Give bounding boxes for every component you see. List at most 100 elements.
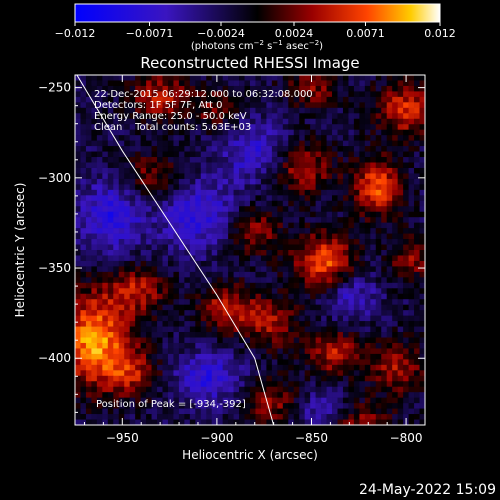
heatmap-cell (342, 370, 349, 377)
heatmap-cell (348, 348, 355, 355)
heatmap-cell (260, 392, 267, 398)
heatmap-cell (222, 364, 229, 371)
heatmap-cell (222, 244, 229, 251)
heatmap-cell (167, 315, 174, 322)
heatmap-cell (337, 157, 344, 163)
heatmap-cell (277, 250, 284, 256)
heatmap-cell (250, 195, 256, 202)
heatmap-cell (266, 206, 273, 213)
heatmap-cell (342, 392, 349, 398)
heatmap-cell (85, 96, 92, 103)
heatmap-cell (206, 392, 213, 398)
heatmap-cell (408, 129, 415, 136)
heatmap-cell (107, 244, 114, 251)
heatmap-cell (102, 233, 109, 240)
heatmap-cell (288, 129, 295, 136)
heatmap-cell (414, 359, 420, 366)
heatmap-cell (255, 397, 262, 404)
heatmap-cell (195, 359, 202, 366)
heatmap-cell (375, 370, 382, 377)
heatmap-cell (211, 75, 218, 81)
heatmap-cell (315, 107, 322, 114)
heatmap-cell (239, 233, 245, 240)
heatmap-cell (162, 348, 169, 355)
heatmap-cell (80, 206, 87, 213)
heatmap-cell (408, 91, 415, 98)
heatmap-cell (200, 408, 207, 415)
heatmap-cell (162, 217, 169, 223)
heatmap-cell (80, 113, 87, 120)
heatmap-cell (135, 337, 141, 344)
heatmap-cell (403, 266, 409, 273)
heatmap-cell (151, 85, 158, 92)
heatmap-cell (167, 326, 174, 333)
heatmap-cell (403, 129, 409, 136)
heatmap-cell (315, 239, 322, 245)
heatmap-cell (310, 332, 316, 338)
heatmap-cell (321, 162, 327, 169)
heatmap-cell (375, 211, 382, 218)
heatmap-cell (348, 403, 355, 409)
heatmap-cell (293, 359, 300, 366)
heatmap-cell (151, 167, 158, 174)
heatmap-cell (326, 403, 333, 409)
heatmap-cell (233, 288, 240, 295)
heatmap-cell (315, 342, 322, 349)
heatmap-cell (167, 211, 174, 218)
heatmap-cell (315, 277, 322, 284)
heatmap-cell (414, 364, 420, 371)
heatmap-cell (370, 326, 377, 333)
heatmap-cell (239, 195, 245, 202)
heatmap-cell (107, 96, 114, 103)
heatmap-cell (403, 157, 409, 163)
heatmap-cell (178, 260, 185, 267)
heatmap-cell (381, 140, 388, 147)
heatmap-cell (151, 332, 158, 338)
heatmap-cell (419, 118, 425, 125)
heatmap-cell (184, 167, 191, 174)
heatmap-cell (255, 403, 262, 409)
heatmap-cell (233, 80, 240, 87)
heatmap-cell (157, 228, 163, 234)
heatmap-cell (315, 315, 322, 322)
heatmap-cell (113, 315, 120, 322)
heatmap-cell (96, 233, 103, 240)
heatmap-cell (178, 162, 185, 169)
heatmap-cell (102, 217, 109, 223)
heatmap-cell (414, 282, 420, 289)
heatmap-cell (157, 288, 163, 295)
heatmap-cell (392, 146, 398, 152)
heatmap-cell (299, 217, 305, 223)
heatmap-cell (293, 342, 300, 349)
heatmap-cell (408, 260, 415, 267)
heatmap-cell (102, 129, 109, 136)
heatmap-cell (167, 299, 174, 305)
heatmap-cell (304, 304, 311, 311)
heatmap-cell (386, 326, 393, 333)
heatmap-cell (271, 342, 278, 349)
heatmap-cell (135, 326, 141, 333)
annotation-total-counts: Clean Total counts: 5.63E+03 (94, 122, 251, 133)
heatmap-cell (102, 206, 109, 213)
heatmap-cell (326, 414, 333, 420)
heatmap-cell (113, 299, 120, 305)
heatmap-cell (118, 332, 125, 338)
heatmap-cell (332, 403, 338, 409)
heatmap-cell (129, 107, 136, 114)
heatmap-cell (102, 200, 109, 207)
heatmap-cell (228, 326, 234, 333)
heatmap-cell (80, 151, 87, 158)
heatmap-cell (310, 151, 316, 158)
heatmap-cell (255, 260, 262, 267)
heatmap-cell (162, 85, 169, 92)
heatmap-cell (375, 386, 382, 393)
heatmap-cell (348, 321, 355, 327)
heatmap-cell (91, 217, 98, 223)
heatmap-cell (211, 217, 218, 223)
heatmap-cell (392, 140, 398, 147)
heatmap-cell (167, 288, 174, 295)
heatmap-cell (250, 397, 256, 404)
heatmap-cell (304, 414, 311, 420)
heatmap-cell (129, 118, 136, 125)
heatmap-cell (348, 299, 355, 305)
